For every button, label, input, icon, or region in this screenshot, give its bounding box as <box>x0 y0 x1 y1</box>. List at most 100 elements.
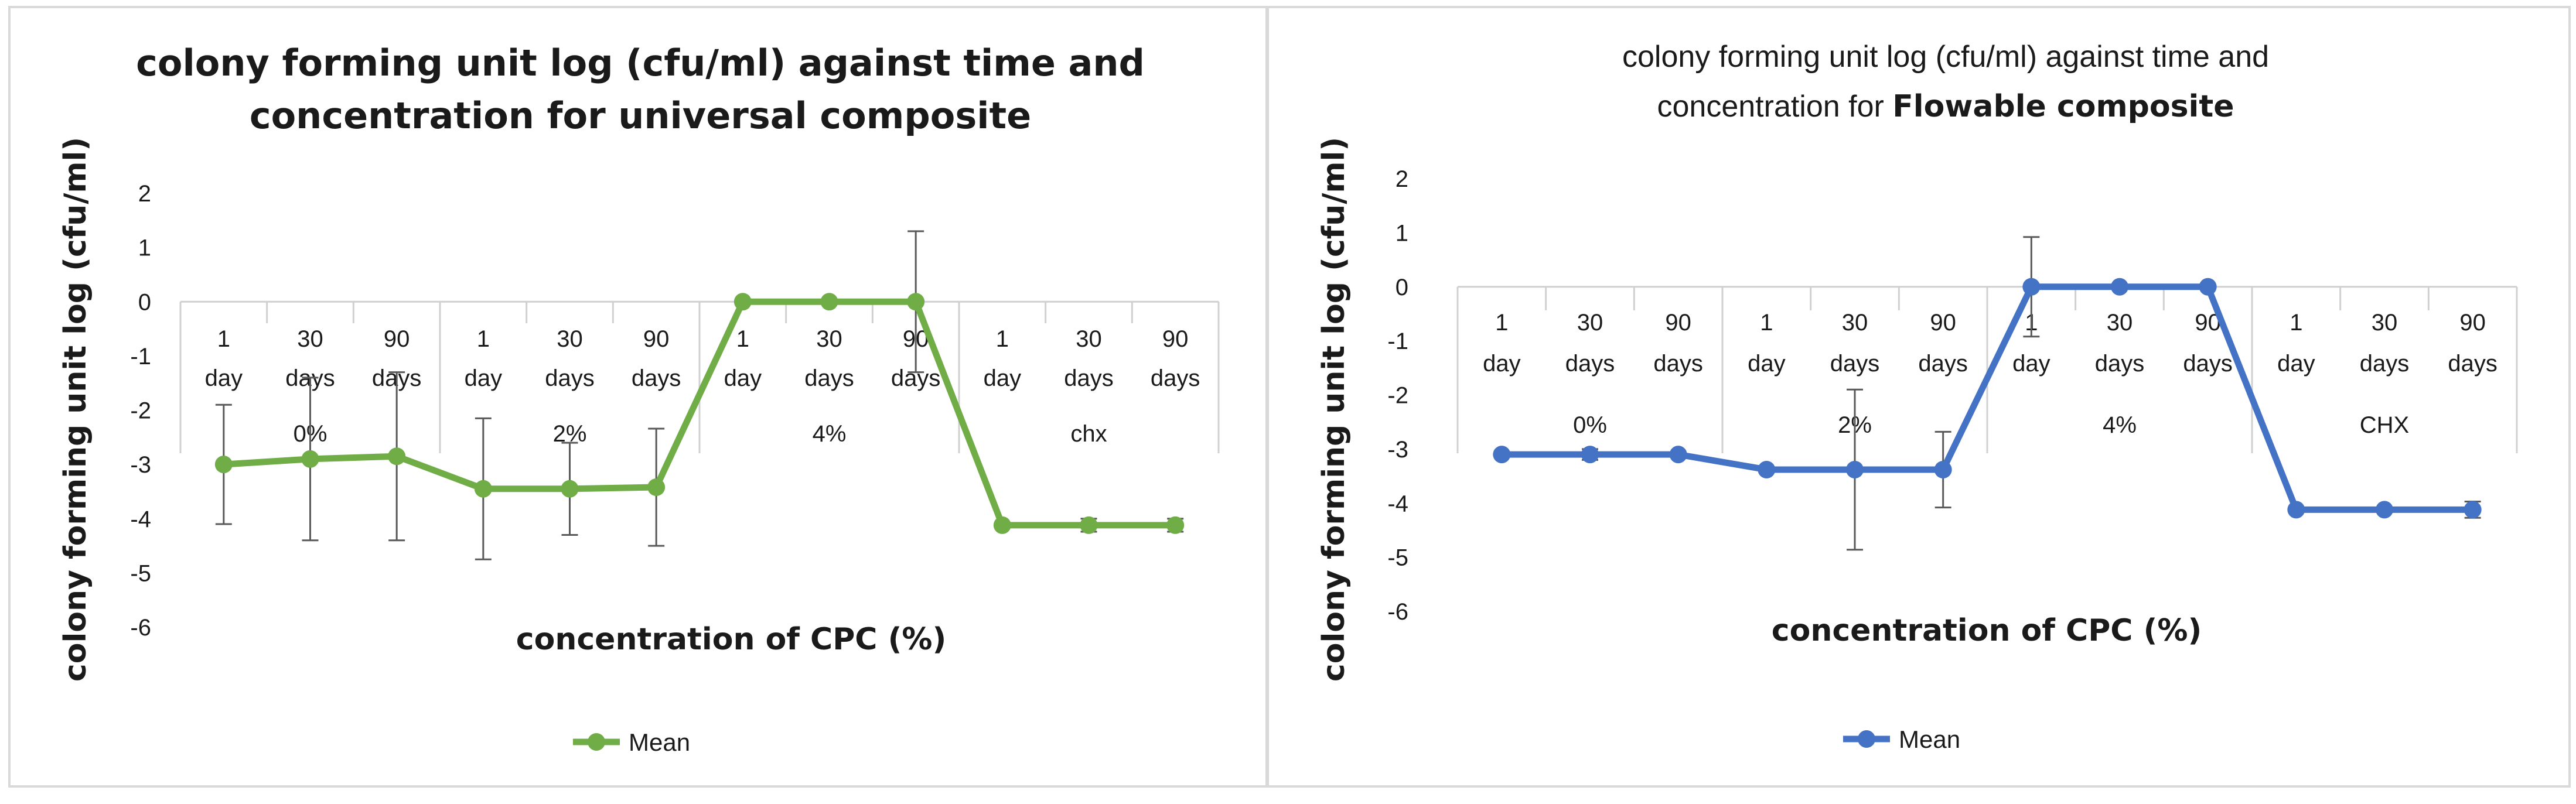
y-tick-label: 2 <box>138 181 151 207</box>
y-tick-label: -4 <box>1387 491 1408 516</box>
data-point <box>993 516 1011 534</box>
y-tick-label: 0 <box>1396 275 1408 300</box>
data-point <box>1846 460 1864 478</box>
data-point <box>1934 460 1952 478</box>
data-point <box>2464 501 2482 519</box>
data-point <box>2376 501 2393 519</box>
category-label-number: 30 <box>297 326 323 352</box>
category-label-unit: days <box>1064 365 1114 391</box>
category-label-number: 1 <box>2290 310 2302 336</box>
y-axis-title: colony forming unit log (cfu/ml) <box>58 137 93 682</box>
category-label-number: 1 <box>736 326 749 352</box>
category-label-unit: days <box>2095 351 2145 377</box>
series-line-mean <box>1498 283 2476 513</box>
data-point <box>1166 516 1185 534</box>
category-label-number: 90 <box>1665 310 1691 336</box>
category-label-unit: days <box>2183 351 2233 377</box>
category-label-number: 90 <box>2459 310 2486 336</box>
category-label-unit: day <box>465 365 503 391</box>
category-label-unit: days <box>1830 351 1880 377</box>
category-label-number: 1 <box>1495 310 1508 336</box>
category-label-number: 90 <box>1930 310 1956 336</box>
y-tick-label: 2 <box>1396 166 1408 192</box>
chart-title-line-2-start: concentration for <box>1657 90 1893 124</box>
data-point <box>2199 278 2217 296</box>
series-line-mean <box>220 298 1179 529</box>
group-label: 0% <box>1573 412 1607 438</box>
data-point <box>561 480 579 498</box>
category-label-number: 90 <box>643 326 670 352</box>
category-label-unit: days <box>1151 365 1200 391</box>
legend-label: Mean <box>1899 726 1960 753</box>
y-tick-label: -4 <box>130 507 151 532</box>
data-point <box>1669 446 1687 464</box>
chart-title-line-2: concentration for Flowable composite <box>1657 89 2234 124</box>
y-tick-label: 0 <box>138 289 151 315</box>
category-label-number: 90 <box>384 326 410 352</box>
chart-panel-universal: colony forming unit log (cfu/ml) against… <box>8 6 1268 788</box>
y-tick-label: 1 <box>138 235 151 261</box>
category-label-unit: day <box>1748 351 1786 377</box>
category-label-number: 30 <box>816 326 842 352</box>
data-point <box>1581 446 1599 464</box>
legend-marker <box>588 733 605 751</box>
category-label-unit: days <box>804 365 854 391</box>
data-point <box>907 293 925 311</box>
y-tick-label: -3 <box>1387 437 1408 463</box>
data-point <box>2022 278 2041 296</box>
category-label-unit: days <box>632 365 681 391</box>
data-point <box>301 450 319 468</box>
y-tick-label: -3 <box>130 452 151 478</box>
category-label-unit: days <box>1653 351 1703 377</box>
y-tick-label: -2 <box>130 398 151 424</box>
data-point <box>1493 446 1511 464</box>
data-point <box>733 293 752 311</box>
data-point <box>2111 278 2128 296</box>
category-label-number: 30 <box>1076 326 1102 352</box>
category-label-number: 90 <box>1162 326 1189 352</box>
category-label-unit: day <box>1483 351 1521 377</box>
y-axis-title: colony forming unit log (cfu/ml) <box>1316 137 1352 682</box>
data-point <box>214 456 233 474</box>
category-label-unit: days <box>545 365 595 391</box>
chart-title-line-2: concentration for universal composite <box>250 94 1031 137</box>
category-label-unit: day <box>2012 351 2050 377</box>
group-label: chx <box>1070 421 1107 447</box>
data-point <box>388 447 406 466</box>
group-label: CHX <box>2360 412 2409 438</box>
data-point <box>2287 501 2305 519</box>
category-label-unit: days <box>1565 351 1615 377</box>
y-tick-label: -5 <box>130 560 151 586</box>
data-point <box>474 480 492 498</box>
category-label-unit: day <box>205 365 243 391</box>
category-label-number: 30 <box>1577 310 1603 336</box>
y-tick-label: -5 <box>1387 545 1408 571</box>
chart-title-line-1: colony forming unit log (cfu/ml) against… <box>1622 40 2269 74</box>
data-point <box>820 293 838 311</box>
y-tick-label: -6 <box>1387 599 1408 625</box>
x-axis-title: concentration of CPC (%) <box>516 622 946 657</box>
y-tick-label: -1 <box>1387 329 1408 354</box>
category-label-unit: days <box>2448 351 2497 377</box>
y-tick-label: -2 <box>1387 383 1408 409</box>
category-label-unit: day <box>2277 351 2315 377</box>
y-tick-label: -1 <box>130 344 151 370</box>
category-label-number: 30 <box>557 326 583 352</box>
y-tick-label: -6 <box>130 615 151 641</box>
data-point <box>1758 460 1776 478</box>
chart-panel-flowable: colony forming unit log (cfu/ml) against… <box>1267 6 2571 788</box>
category-label-number: 30 <box>2372 310 2398 336</box>
legend-label: Mean <box>629 728 690 756</box>
category-label-number: 30 <box>1842 310 1868 336</box>
category-label-number: 1 <box>1760 310 1773 336</box>
x-axis-title: concentration of CPC (%) <box>1772 613 2202 648</box>
category-label-number: 30 <box>2107 310 2133 336</box>
data-point <box>1080 516 1098 534</box>
chart-title-bold-tail: Flowable composite <box>1892 89 2234 124</box>
data-point <box>647 478 666 497</box>
y-tick-label: 1 <box>1396 220 1408 246</box>
group-label: 4% <box>2103 412 2137 438</box>
category-label-number: 1 <box>477 326 490 352</box>
category-label-unit: day <box>724 365 762 391</box>
category-label-unit: days <box>2360 351 2410 377</box>
